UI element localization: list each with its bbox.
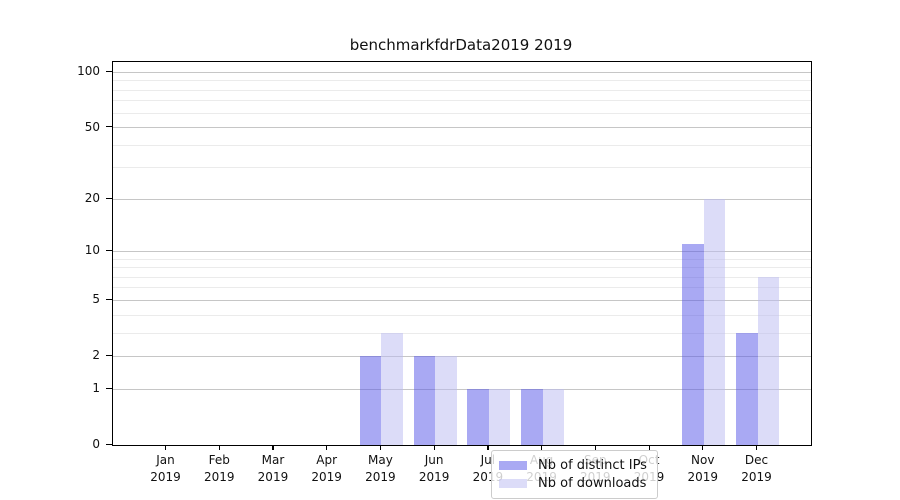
legend-swatch-downloads (499, 479, 527, 489)
y-tick-mark (106, 70, 112, 73)
x-tick-mark (756, 445, 758, 450)
y-gridline-minor (113, 100, 811, 102)
x-tick-mark (326, 445, 328, 450)
y-tick-label: 100 (77, 64, 100, 79)
x-tick-mark (594, 445, 596, 450)
legend-item-downloads: Nb of downloads (499, 475, 649, 493)
y-gridline-major (113, 299, 811, 301)
bar (359, 356, 382, 445)
y-tick-mark (106, 249, 112, 252)
y-tick-label: 20 (84, 191, 100, 206)
bar (703, 199, 726, 445)
y-tick-label: 2 (92, 348, 100, 363)
y-gridline-minor (113, 167, 811, 169)
y-gridline-major (113, 127, 811, 129)
y-gridline-minor (113, 276, 811, 278)
y-tick-mark (106, 443, 112, 445)
y-tick-label: 1 (92, 381, 100, 396)
bar (381, 333, 403, 445)
chart-title: benchmarkfdrData2019 2019 (349, 36, 573, 54)
legend-label-distinct-ips: Nb of distinct IPs (538, 457, 647, 473)
bar (488, 389, 511, 445)
x-tick-mark (648, 445, 650, 450)
y-gridline-minor (113, 89, 811, 91)
bar (542, 389, 565, 445)
bar (682, 244, 704, 445)
bar (757, 277, 779, 445)
y-gridline-minor (113, 144, 811, 146)
y-tick-label: 50 (84, 119, 100, 134)
legend-label-downloads: Nb of downloads (538, 476, 647, 492)
y-gridline-minor (113, 314, 811, 316)
y-tick-mark (106, 197, 112, 199)
y-gridline-major (113, 71, 811, 73)
y-tick-mark (106, 126, 112, 128)
legend: Nb of distinct IPs Nb of downloads (491, 450, 658, 499)
y-tick-label: 10 (84, 243, 100, 258)
x-tick-mark (487, 445, 489, 450)
y-gridline-major (113, 250, 811, 252)
bar (413, 356, 436, 445)
y-gridline-minor (113, 258, 811, 260)
x-tick-mark (218, 445, 220, 450)
bar (521, 389, 543, 445)
y-gridline-minor (113, 80, 811, 82)
y-tick-mark (106, 298, 112, 301)
y-gridline-minor (113, 267, 811, 269)
x-tick-mark (272, 445, 274, 450)
y-tick-label: 0 (92, 437, 100, 451)
x-tick-label: May 2019 (365, 453, 396, 484)
x-tick-label: Jan 2019 (150, 453, 181, 484)
y-gridline-major (113, 355, 811, 357)
legend-item-distinct-ips: Nb of distinct IPs (499, 456, 649, 474)
x-tick-mark (541, 445, 543, 450)
x-tick-label: Mar 2019 (257, 453, 289, 484)
bar (467, 389, 489, 445)
y-tick-mark (106, 354, 112, 356)
plot-area: Nb of distinct IPs Nb of downloads (112, 61, 812, 499)
x-tick-mark (379, 445, 382, 450)
x-tick-label: Apr 2019 (311, 453, 342, 484)
y-gridline-minor (113, 332, 811, 334)
x-tick-label: Feb 2019 (203, 453, 235, 484)
x-tick-mark (702, 445, 704, 450)
bar (736, 333, 758, 445)
x-tick-mark (433, 445, 435, 450)
y-gridline-minor (113, 287, 811, 289)
bar (435, 356, 457, 445)
y-gridline-major (113, 198, 811, 200)
y-tick-label: 5 (92, 292, 100, 307)
legend-swatch-distinct-ips (499, 460, 527, 470)
x-tick-label: Dec 2019 (741, 453, 772, 484)
x-tick-mark (165, 445, 167, 450)
y-gridline-minor (113, 112, 811, 114)
x-tick-label: Jun 2019 (418, 453, 450, 484)
y-gridline-major (113, 388, 811, 390)
y-tick-mark (106, 387, 112, 389)
x-tick-label: Nov 2019 (687, 453, 719, 484)
